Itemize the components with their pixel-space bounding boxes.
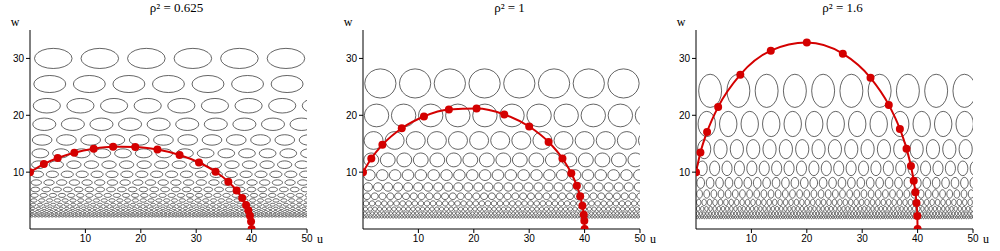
svg-text:30: 30 bbox=[524, 233, 536, 244]
svg-text:10: 10 bbox=[80, 233, 92, 244]
svg-text:w: w bbox=[677, 16, 686, 29]
svg-text:20: 20 bbox=[679, 110, 691, 121]
svg-text:20: 20 bbox=[13, 110, 25, 121]
svg-text:30: 30 bbox=[679, 53, 691, 64]
svg-text:30: 30 bbox=[857, 233, 869, 244]
svg-text:w: w bbox=[11, 16, 20, 29]
svg-text:20: 20 bbox=[468, 233, 480, 244]
svg-text:50: 50 bbox=[301, 233, 313, 244]
html-text:ρ² = 0.625: ρ² = 0.625 bbox=[149, 0, 204, 15]
svg-text:40: 40 bbox=[579, 233, 591, 244]
html-text:ρ² = 1: ρ² = 1 bbox=[494, 0, 525, 15]
svg-text:20: 20 bbox=[801, 233, 813, 244]
svg-text:40: 40 bbox=[912, 233, 924, 244]
svg-text:10: 10 bbox=[413, 233, 425, 244]
svg-text:50: 50 bbox=[634, 233, 646, 244]
svg-text:10: 10 bbox=[679, 167, 691, 178]
svg-text:10: 10 bbox=[746, 233, 758, 244]
svg-text:50: 50 bbox=[967, 233, 979, 244]
svg-text:20: 20 bbox=[135, 233, 147, 244]
svg-text:40: 40 bbox=[246, 233, 258, 244]
svg-text:20: 20 bbox=[346, 110, 358, 121]
svg-text:w: w bbox=[344, 16, 353, 29]
svg-text:30: 30 bbox=[191, 233, 203, 244]
svg-text:10: 10 bbox=[346, 167, 358, 178]
svg-text:30: 30 bbox=[13, 53, 25, 64]
svg-text:u: u bbox=[650, 232, 656, 246]
svg-text:30: 30 bbox=[346, 53, 358, 64]
html-text:ρ² = 1.6: ρ² = 1.6 bbox=[822, 0, 863, 15]
svg-text:10: 10 bbox=[13, 167, 25, 178]
svg-text:u: u bbox=[983, 232, 989, 246]
svg-text:u: u bbox=[317, 232, 323, 246]
